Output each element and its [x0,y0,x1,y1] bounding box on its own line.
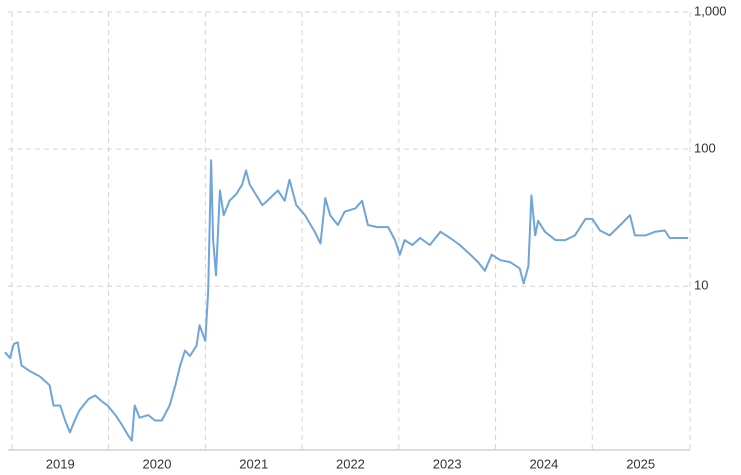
x-tick-label: 2024 [529,456,558,471]
x-tick-label: 2025 [626,456,655,471]
x-tick-label: 2020 [143,456,172,471]
y-tick-label: 10 [694,278,708,293]
y-tick-label: 1,000 [694,3,727,18]
x-tick-label: 2019 [46,456,75,471]
x-tick-label: 2021 [239,456,268,471]
price-line [4,159,689,442]
y-tick-label: 100 [694,141,716,156]
x-tick-label: 2023 [433,456,462,471]
x-tick-label: 2022 [336,456,365,471]
